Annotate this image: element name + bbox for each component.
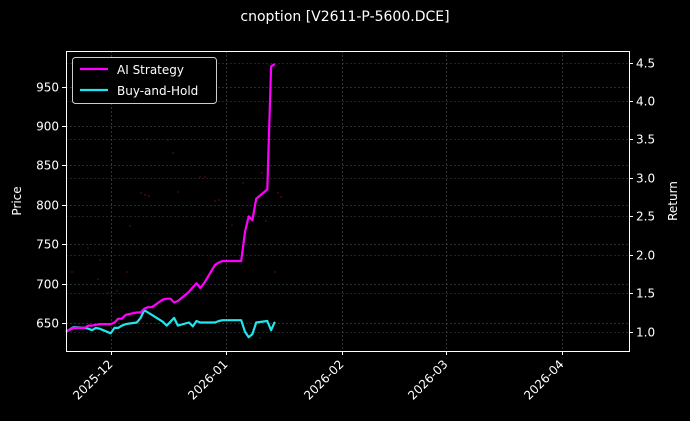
x-tick-label: 2026-03 [405, 357, 450, 402]
y-tick-label-left: 650 [36, 317, 59, 331]
price-point [204, 176, 206, 178]
chart-title: cnoption [V2611-P-5600.DCE] [240, 9, 450, 25]
legend: AI Strategy Buy-and-Hold [72, 57, 217, 104]
y-tick-label-right: 2.5 [636, 210, 655, 224]
x-tick-label: 2026-01 [185, 357, 230, 402]
price-point [167, 139, 169, 141]
legend-label-buy-and-hold: Buy-and-Hold [117, 84, 198, 98]
x-axis: 2025-12 2026-01 2026-02 2026-03 2026-04 [70, 351, 567, 403]
price-point [107, 292, 109, 294]
y-tick-label-left: 950 [36, 81, 59, 95]
price-point [242, 182, 244, 184]
price-point [172, 152, 174, 154]
price-point [199, 176, 201, 178]
legend-box [72, 57, 217, 104]
y-tick-label-right: 2.0 [636, 249, 655, 263]
price-point [265, 220, 267, 222]
price-point [144, 194, 146, 196]
series-line-ai-strategy [65, 63, 276, 333]
price-point [140, 192, 142, 194]
price-point [97, 278, 99, 280]
price-point [126, 271, 128, 273]
y-tick-label-right: 1.5 [636, 287, 655, 301]
y-axis-left: 650 700 750 800 850 900 950 [36, 81, 66, 331]
price-point [177, 191, 179, 193]
price-point [99, 259, 101, 261]
price-point [116, 290, 118, 292]
grid-lines [66, 51, 629, 351]
y-axis-right: 1.0 1.5 2.0 2.5 3.0 3.5 4.0 4.5 [629, 57, 655, 340]
price-point [87, 247, 89, 249]
y-tick-label-right: 3.0 [636, 172, 655, 186]
y-tick-label-right: 1.0 [636, 326, 655, 340]
price-point [218, 199, 220, 201]
plot-frame [66, 51, 630, 352]
price-point [274, 271, 276, 273]
y-tick-label-left: 850 [36, 159, 59, 173]
price-point [214, 200, 216, 202]
series-lines [65, 63, 276, 339]
y-tick-label-left: 750 [36, 238, 59, 252]
price-point [261, 172, 263, 174]
y-tick-label-right: 3.5 [636, 133, 655, 147]
y-tick-label-right: 4.0 [636, 95, 655, 109]
price-point [231, 224, 233, 226]
price-point [146, 138, 148, 140]
price-point [280, 196, 282, 198]
x-tick-label: 2025-12 [70, 357, 115, 402]
x-tick-label: 2026-02 [301, 357, 346, 402]
y-tick-label-left: 900 [36, 120, 59, 134]
price-point [129, 225, 131, 227]
y-axis-label-right: Return [666, 181, 680, 221]
price-point [148, 195, 150, 197]
series-line-buy-and-hold [65, 309, 276, 339]
legend-label-ai-strategy: AI Strategy [117, 63, 184, 77]
y-tick-label-left: 800 [36, 199, 59, 213]
x-tick-label: 2026-04 [521, 357, 566, 402]
price-point [71, 271, 73, 273]
price-point [277, 192, 279, 194]
y-axis-label-left: Price [10, 186, 24, 215]
y-tick-label-right: 4.5 [636, 57, 655, 71]
y-tick-label-left: 700 [36, 278, 59, 292]
price-point [259, 337, 261, 339]
